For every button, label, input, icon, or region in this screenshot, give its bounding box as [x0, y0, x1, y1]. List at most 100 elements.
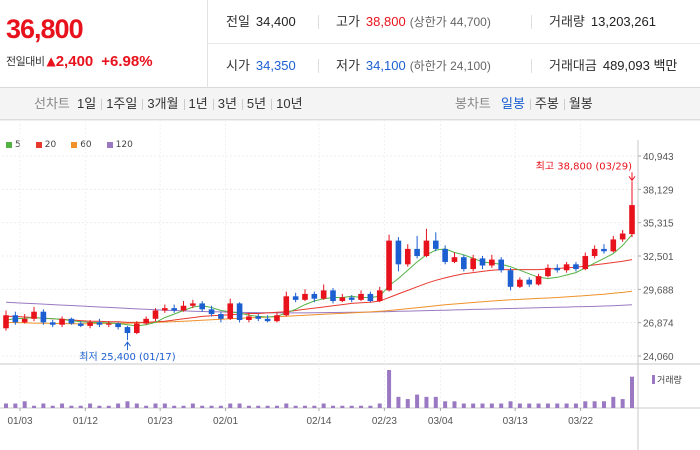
- volume-bar: [396, 396, 401, 408]
- stat-value: 489,093 백만: [602, 58, 678, 73]
- legend-ma20: 20: [30, 140, 56, 150]
- candle-body: [451, 257, 458, 262]
- candle-body: [105, 323, 112, 325]
- legend-ma60-label: 60: [80, 140, 92, 150]
- volume-bar: [134, 403, 139, 408]
- legend-ma120-label: 120: [115, 140, 133, 150]
- volume-bar: [359, 405, 364, 408]
- candle-body: [162, 308, 168, 311]
- candle-tabs: 일봉 주봉 월봉: [496, 88, 598, 120]
- candle-body: [180, 305, 187, 311]
- volume-bar: [405, 399, 410, 408]
- divider: [318, 15, 319, 29]
- stat-row-2: 시가 34,350 저가 34,100 (하한가 24,100) 거래대금 489,09…: [208, 44, 700, 88]
- ma60-swatch: [71, 142, 78, 148]
- candle-body: [320, 290, 327, 299]
- change-line: 전일대비 ▲ 2,400 +6.98%: [6, 52, 153, 70]
- tab-1w[interactable]: 1주일: [101, 88, 142, 120]
- tab-1y[interactable]: 1년: [183, 88, 213, 120]
- volume-bar: [471, 403, 476, 408]
- candle-body: [573, 264, 579, 270]
- candle-body: [12, 315, 19, 323]
- candle-body: [59, 318, 65, 325]
- volume-bar: [349, 405, 354, 408]
- volume-bar: [237, 403, 242, 408]
- candle-body: [264, 318, 271, 322]
- tab-10y[interactable]: 10년: [271, 88, 307, 120]
- volume-bar: [443, 401, 448, 408]
- volume-bar: [377, 403, 382, 408]
- volume-bar: [265, 405, 270, 408]
- volume-bar: [97, 405, 102, 408]
- candle-body: [40, 311, 47, 323]
- chart-canvas[interactable]: 40,943 38,129 35,315 32,501 29,688 26,874 24,0…: [0, 120, 700, 450]
- candle-body: [535, 276, 542, 285]
- legend-ma60: 60: [65, 140, 92, 150]
- y-tick-label: 35,315: [643, 219, 674, 230]
- y-tick-label: 32,501: [643, 252, 674, 263]
- candle-body: [3, 315, 9, 329]
- stat-low: 저가 34,100 (하한가 24,100): [336, 44, 491, 88]
- candle-body: [274, 315, 280, 322]
- candle-body: [31, 311, 37, 319]
- volume-bar: [181, 405, 186, 408]
- stat-label: 거래대금: [549, 58, 597, 73]
- volume-bar: [415, 394, 420, 408]
- ma120-swatch: [106, 142, 113, 148]
- volume-bar: [461, 403, 466, 408]
- candle-body: [423, 240, 430, 257]
- price-summary: 36,800 전일대비 ▲ 2,400 +6.98%: [0, 0, 208, 88]
- candle-body: [386, 240, 392, 291]
- tab-weekly[interactable]: 주봉: [529, 88, 564, 120]
- x-tick-label: 01/03: [7, 416, 32, 427]
- volume-bar: [555, 403, 560, 408]
- candle-body: [208, 309, 215, 315]
- volume-bar: [302, 405, 307, 408]
- line-chart-label: 선차트: [34, 96, 70, 111]
- tab-daily[interactable]: 일봉: [501, 96, 525, 111]
- candle-body: [498, 259, 504, 271]
- volume-bar: [69, 405, 74, 408]
- candle-body: [442, 248, 448, 262]
- tab-5y[interactable]: 5년: [241, 88, 271, 120]
- high-annotation: 최고 38,800 (03/29): [536, 160, 632, 172]
- stat-high: 고가 38,800 (상한가 44,700): [336, 0, 491, 44]
- volume-bar: [601, 401, 606, 408]
- volume-legend-label: 거래량: [657, 376, 682, 386]
- tab-1d[interactable]: 1일: [77, 96, 97, 111]
- volume-bar: [564, 403, 569, 408]
- stat-value: 38,800: [365, 14, 406, 29]
- candle-body: [68, 318, 75, 324]
- stat-trade-value: 거래대금 489,093 백만: [549, 44, 677, 88]
- candle-body: [404, 248, 411, 265]
- tab-3y[interactable]: 3년: [212, 88, 242, 120]
- ma5-line: [5, 234, 633, 327]
- change-amount: 2,400: [55, 52, 94, 70]
- volume-bar: [331, 405, 336, 408]
- candle-body: [432, 240, 439, 249]
- candle-body: [236, 303, 243, 320]
- stat-value: 13,203,261: [590, 14, 656, 29]
- volume-bar: [256, 405, 261, 408]
- chart-toolbar: 선차트 1일 1주일 3개월 1년 3년 5년 10년 봉차트 일봉 주봉 월봉: [0, 88, 700, 120]
- x-tick-label: 02/01: [213, 416, 238, 427]
- candle-body: [376, 290, 383, 302]
- stat-label: 거래량: [549, 14, 585, 29]
- period-tabs: 1일 1주일 3개월 1년 3년 5년 10년: [72, 88, 308, 120]
- volume-bar: [387, 370, 392, 408]
- candle-body: [489, 259, 495, 266]
- volume-bar: [4, 403, 8, 408]
- volume-bar: [312, 405, 317, 408]
- volume-bar: [452, 401, 457, 408]
- candle-body: [348, 297, 355, 300]
- tab-monthly[interactable]: 월봉: [563, 88, 598, 120]
- divider: [531, 59, 532, 73]
- legend-ma5: 5: [0, 140, 21, 150]
- tab-3m[interactable]: 3개월: [142, 88, 183, 120]
- volume-bar: [209, 405, 214, 408]
- candle-body: [461, 257, 467, 270]
- volume-bar: [340, 405, 345, 408]
- volume-bar: [60, 403, 65, 408]
- stat-sub: (하한가 24,100): [409, 59, 491, 73]
- volume-bar: [293, 405, 298, 408]
